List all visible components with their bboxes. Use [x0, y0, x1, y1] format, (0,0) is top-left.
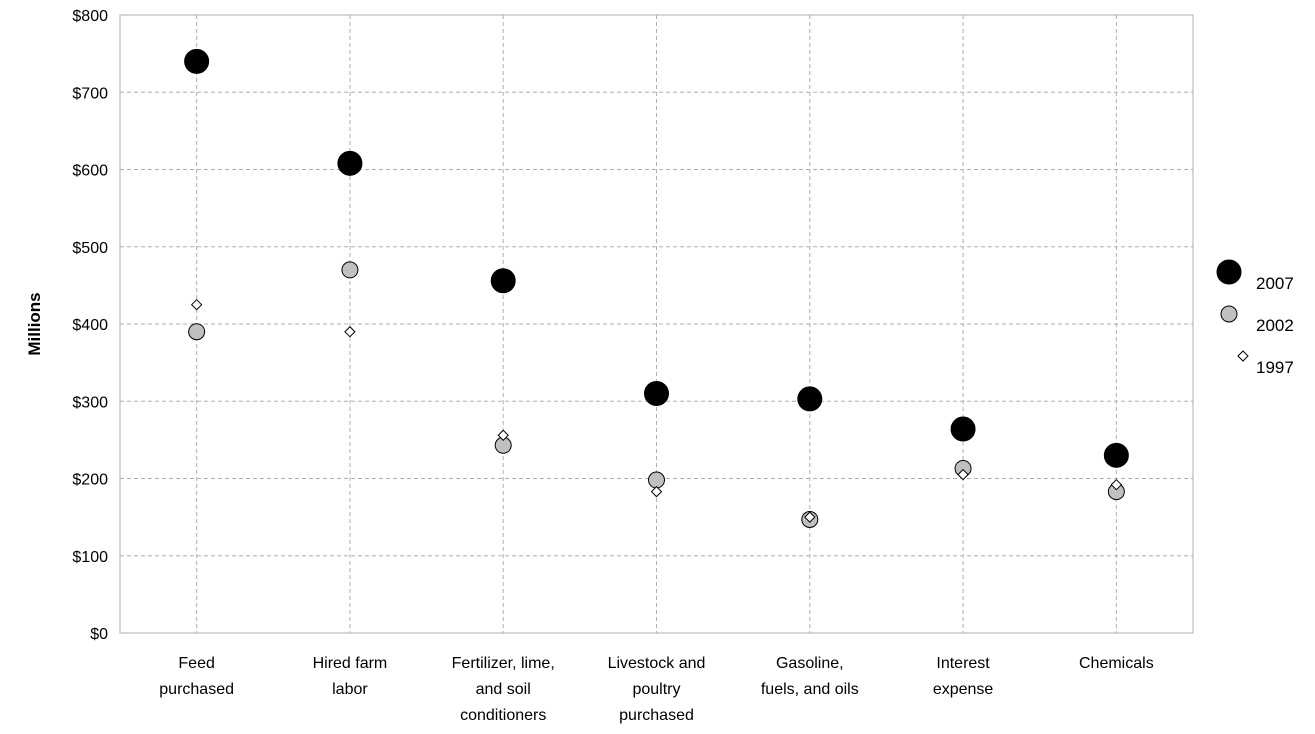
legend-marker-1997: [1237, 350, 1249, 362]
legend-label-2002: 2002: [1256, 316, 1294, 335]
y-tick-label: $300: [72, 394, 108, 411]
x-category-label: Gasoline, fuels, and oils: [761, 655, 859, 698]
marker-1997: [650, 485, 663, 498]
y-tick-label: $100: [72, 549, 108, 566]
marker-2007: [797, 386, 823, 412]
marker-2007: [1103, 442, 1129, 468]
series-2007: [184, 48, 1129, 468]
x-category-label: Livestock and poultry purchased: [608, 655, 706, 724]
marker-2007: [644, 381, 669, 407]
y-tick-label: $500: [72, 240, 108, 257]
marker-1997: [1110, 478, 1123, 491]
x-axis-categories: Feed purchased Hired farm labor Fertilizer, …: [159, 655, 1153, 724]
x-category-label: Fertilizer, lime, and soil conditioners: [452, 655, 555, 724]
y-tick-label: $800: [72, 8, 108, 25]
y-axis-ticks: $0 $100 $200 $300 $400 $500 $600 $700 $800: [72, 8, 108, 643]
marker-2007: [950, 416, 976, 442]
legend-label-1997: 1997: [1256, 358, 1294, 377]
y-tick-label: $700: [72, 85, 108, 102]
legend: 2007 2002 1997: [1216, 259, 1294, 377]
legend-marker-2002: [1220, 305, 1238, 323]
y-tick-label: $200: [72, 472, 108, 489]
x-category-label: Chemicals: [1079, 655, 1154, 672]
y-axis-title: Millions: [25, 292, 44, 355]
plot-area-frame: [119, 14, 1194, 634]
x-category-label: Interest expense: [933, 655, 994, 698]
marker-2007: [490, 268, 516, 294]
data-markers: [184, 48, 1129, 528]
marker-2002: [188, 323, 206, 341]
marker-1997: [344, 326, 356, 338]
series-1997: [190, 298, 1123, 523]
x-category-label: Feed purchased: [159, 655, 234, 698]
marker-1997: [497, 429, 509, 441]
y-tick-label: $400: [72, 317, 108, 334]
marker-2007: [337, 150, 363, 176]
marker-2007: [184, 48, 210, 74]
marker-2002: [648, 471, 665, 489]
marker-1997: [804, 511, 816, 523]
marker-1997: [957, 468, 969, 481]
y-tick-label: $0: [90, 626, 108, 643]
x-category-label: Hired farm labor: [313, 655, 388, 698]
marker-1997: [190, 298, 203, 311]
y-tick-label: $600: [72, 163, 108, 180]
marker-2002: [341, 261, 359, 279]
legend-label-2007: 2007: [1256, 274, 1294, 293]
legend-marker-2007: [1216, 259, 1242, 285]
grid-lines: [120, 15, 1193, 633]
